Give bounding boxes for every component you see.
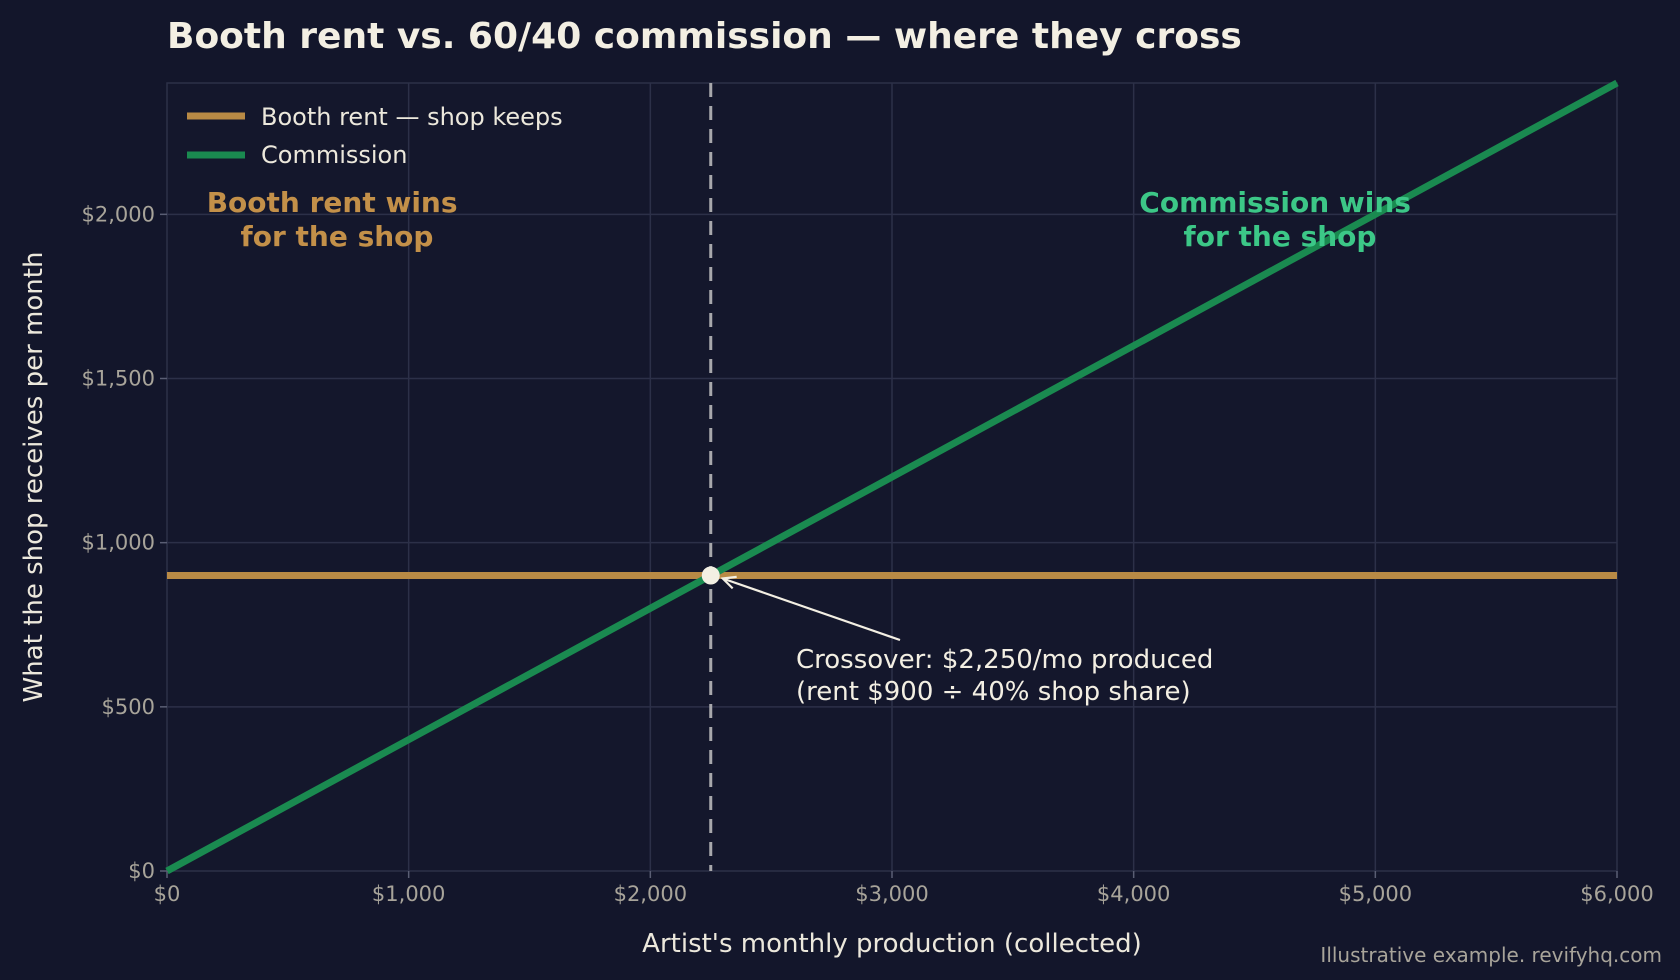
crossover-arrow-head: [720, 575, 737, 590]
y-tick-label: $1,000: [82, 531, 155, 555]
x-axis-label: Artist's monthly production (collected): [642, 929, 1142, 959]
legend-label-booth-rent: Booth rent — shop keeps: [261, 103, 563, 131]
crossover-arrow-shaft: [722, 577, 901, 642]
region-label-commission-line-1: Commission wins: [1139, 186, 1411, 219]
y-tick-label: $500: [102, 695, 155, 719]
x-tick-label: $0: [154, 882, 181, 906]
legend: Booth rent — shop keeps Commission: [187, 103, 563, 169]
ticks-layer: $0 $1,000 $2,000 $3,000 $4,000 $5,000 $6,000 $0…: [82, 202, 1654, 906]
footer-note: Illustrative example. revifyhq.com: [1320, 943, 1662, 967]
annotation-layer: [701, 83, 901, 871]
x-tick-label: $1,000: [372, 882, 445, 906]
region-label-booth-rent: Booth rent wins for the shop: [207, 186, 468, 253]
region-label-commission-line-2: for the shop: [1184, 220, 1377, 253]
crossover-annotation-line-1: Crossover: $2,250/mo produced: [796, 645, 1213, 675]
region-label-booth-rent-line-2: for the shop: [241, 220, 434, 253]
region-label-commission: Commission wins for the shop: [1139, 186, 1420, 253]
x-tick-label: $4,000: [1097, 882, 1170, 906]
crossover-annotation-line-2: (rent $900 ÷ 40% shop share): [796, 677, 1191, 707]
x-tick-label: $6,000: [1580, 882, 1653, 906]
y-axis-label: What the shop receives per month: [19, 252, 49, 703]
chart-title: Booth rent vs. 60/40 commission — where …: [167, 16, 1242, 57]
region-label-booth-rent-line-1: Booth rent wins: [207, 186, 458, 219]
y-tick-label: $0: [128, 859, 155, 883]
y-tick-label: $2,000: [82, 202, 155, 226]
x-tick-label: $2,000: [614, 882, 687, 906]
crossover-point: [701, 566, 720, 585]
x-tick-label: $3,000: [855, 882, 928, 906]
series-layer: [165, 79, 1619, 875]
y-tick-label: $1,500: [82, 367, 155, 391]
x-tick-label: $5,000: [1339, 882, 1412, 906]
series-line-commission: [165, 79, 1619, 875]
legend-label-commission: Commission: [261, 141, 407, 169]
crossover-annotation: Crossover: $2,250/mo produced (rent $900…: [796, 645, 1222, 707]
